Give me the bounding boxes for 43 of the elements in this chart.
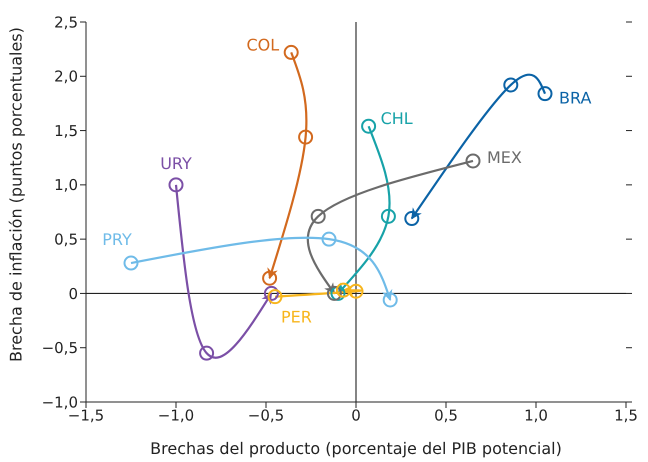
point [264,286,279,301]
y-tick-label: 2,5 [54,13,78,32]
x-tick-label: 0 [351,406,361,425]
point [322,232,336,247]
series-label: CHL [380,109,413,128]
series-label: COL [246,35,280,54]
point [298,130,314,145]
point [404,211,420,226]
y-axis-title: Brecha de inflación (puntos porcentuales) [6,27,26,362]
x-tick-label: 1,0 [524,406,548,425]
series-label: PER [281,308,312,327]
point [382,292,398,308]
x-tick-label: −1,0 [158,406,194,425]
point [330,286,346,301]
series-label: PRY [102,230,132,250]
point [168,177,184,192]
point [380,208,396,224]
x-tick-label: 0,5 [434,406,458,425]
y-tick-label: 1,0 [54,176,78,194]
y-tick-label: 0 [68,284,78,303]
y-tick-label: 0,5 [54,230,78,248]
series-label: URY [160,154,192,173]
series-label: BRA [559,88,592,108]
y-tick-label: 2,0 [54,68,78,86]
x-axis-title: Brechas del producto (porcentaje del PIB potencial) [150,439,562,458]
y-tick-label: −0,5 [42,339,78,358]
point [268,289,282,304]
point [336,282,351,298]
point [199,346,214,361]
x-tick-label: 1,5 [614,406,638,425]
x-tick-label: −0,5 [248,406,284,425]
point [538,86,552,102]
point [361,118,376,134]
point [326,286,342,301]
point [124,256,138,271]
y-tick-label: 1,5 [54,122,78,140]
point [348,284,364,299]
point [466,153,480,168]
series-label: MEX [487,148,522,167]
point [262,270,278,286]
point [503,77,518,92]
point [284,44,299,60]
point [310,208,326,224]
